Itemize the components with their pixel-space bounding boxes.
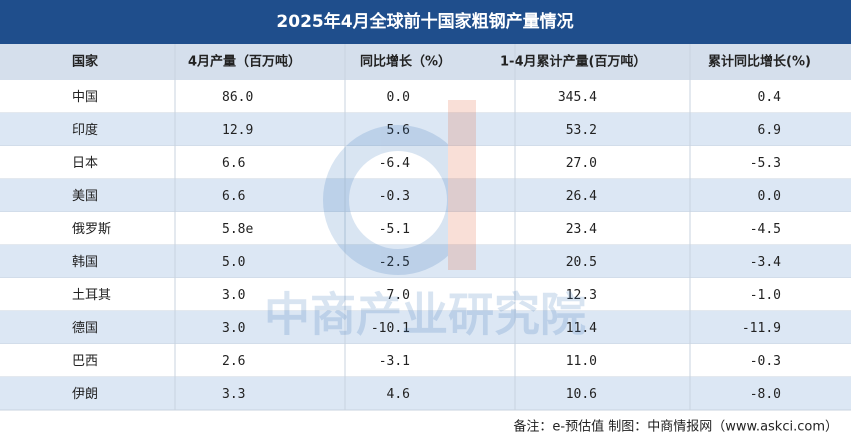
watermark-logo (323, 100, 476, 275)
country-cell: 伊朗 (72, 387, 98, 402)
header-cell: 1-4月累计产量(百万吨） (500, 54, 646, 70)
number-cell: -11.9 (742, 321, 781, 336)
number-cell: 6.6 (222, 189, 245, 204)
number-cell: 12.9 (222, 123, 253, 138)
number-cell: 20.5 (566, 255, 597, 270)
row-bg (0, 278, 851, 311)
row-bg (0, 179, 851, 212)
title: 2025年4月全球前十国家粗钢产量情况 (276, 11, 573, 32)
number-cell: 5.6 (387, 123, 410, 138)
header-cell: 累计同比增长(%) (708, 54, 811, 70)
number-cell: -0.3 (750, 354, 781, 369)
row-bg (0, 344, 851, 377)
number-cell: -1.0 (750, 288, 781, 303)
row-bg (0, 245, 851, 278)
number-cell: 23.4 (566, 222, 597, 237)
title-bar (0, 0, 851, 44)
row-bg (0, 146, 851, 179)
number-cell: 12.3 (566, 288, 597, 303)
number-cell: -0.3 (379, 189, 410, 204)
header-cell: 国家 (72, 54, 99, 70)
row-bg (0, 113, 851, 146)
country-cell: 德国 (72, 321, 98, 336)
number-cell: 0.0 (387, 90, 410, 105)
number-cell: 3.0 (222, 321, 245, 336)
country-cell: 巴西 (72, 354, 98, 369)
number-cell: -5.3 (750, 156, 781, 171)
row-bg (0, 212, 851, 245)
footer-note: 备注：e-预估值 制图：中商情报网（www.askci.com） (513, 419, 838, 435)
header-cell: 4月产量（百万吨） (188, 54, 301, 70)
number-cell: -6.4 (379, 156, 410, 171)
country-cell: 俄罗斯 (72, 222, 111, 237)
country-cell: 印度 (72, 122, 98, 138)
header-bg (0, 44, 851, 80)
number-cell: 6.6 (222, 156, 245, 171)
country-cell: 日本 (72, 156, 98, 171)
number-cell: 6.9 (758, 123, 781, 138)
watermark: 中商产业研究院 (264, 288, 586, 342)
row-bg (0, 80, 851, 113)
number-cell: -8.0 (750, 387, 781, 402)
number-cell: 345.4 (558, 90, 597, 105)
row-bg (0, 311, 851, 344)
number-cell: 86.0 (222, 90, 253, 105)
header-cell: 同比增长（%） (360, 54, 451, 70)
number-cell: 10.6 (566, 387, 597, 402)
number-cell: 26.4 (566, 189, 597, 204)
number-cell: 4.6 (387, 387, 410, 402)
row-bg (0, 377, 851, 410)
number-cell: 11.4 (566, 321, 597, 336)
number-cell: -4.5 (750, 222, 781, 237)
number-cell: -10.1 (371, 321, 410, 336)
number-cell: 0.0 (758, 189, 781, 204)
number-cell: 5.0 (222, 255, 245, 270)
number-cell: 27.0 (566, 156, 597, 171)
number-cell: 3.0 (222, 288, 245, 303)
number-cell: 7.0 (387, 288, 410, 303)
country-cell: 土耳其 (72, 288, 111, 303)
number-cell: 0.4 (758, 90, 782, 105)
number-cell: 3.3 (222, 387, 245, 402)
number-cell: -3.1 (379, 354, 410, 369)
number-cell: 2.6 (222, 354, 245, 369)
country-cell: 韩国 (72, 255, 98, 270)
country-cell: 美国 (72, 189, 98, 204)
number-cell: -3.4 (750, 255, 781, 270)
number-cell: 11.0 (566, 354, 597, 369)
number-cell: -2.5 (379, 255, 410, 270)
number-cell: -5.1 (379, 222, 410, 237)
number-cell: 5.8e (222, 222, 253, 237)
number-cell: 53.2 (566, 123, 597, 138)
country-cell: 中国 (72, 90, 98, 105)
